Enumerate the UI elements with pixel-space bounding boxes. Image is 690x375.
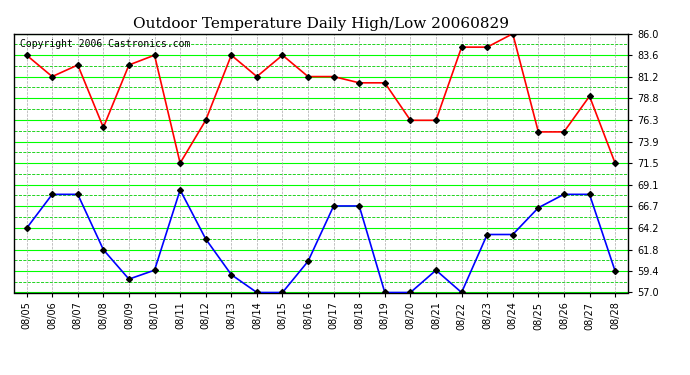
Text: Copyright 2006 Castronics.com: Copyright 2006 Castronics.com <box>20 39 190 49</box>
Title: Outdoor Temperature Daily High/Low 20060829: Outdoor Temperature Daily High/Low 20060… <box>133 17 509 31</box>
